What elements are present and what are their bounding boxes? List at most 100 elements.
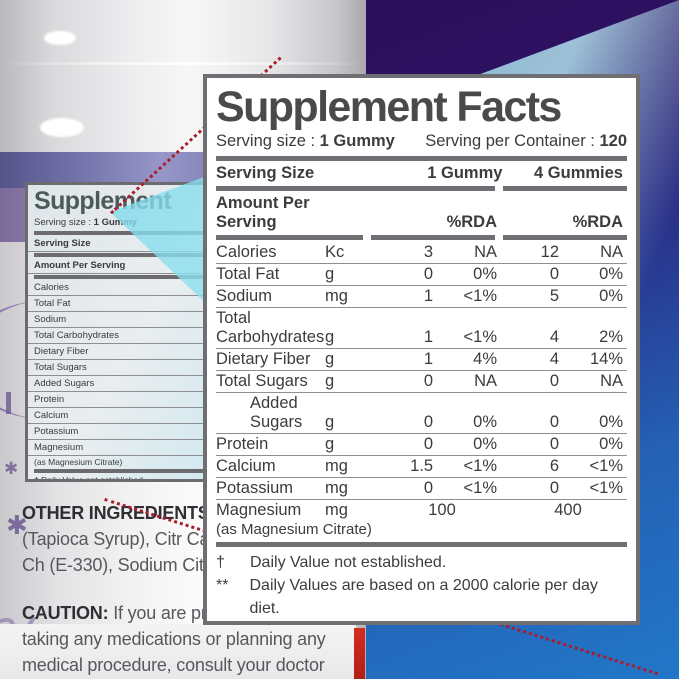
nutrient-value-col1: 100 xyxy=(428,501,456,519)
nutrient-rda-col2: <1% xyxy=(565,455,627,478)
nutrient-value-col1: 1 xyxy=(383,307,439,349)
table-row: Total Carbohydrates g 1 <1% 4 2% xyxy=(216,307,627,349)
nutrient-rda-col1: <1% xyxy=(439,477,501,500)
nutrient-name: Sodium xyxy=(216,285,325,308)
panel-serving-summary: Serving size : 1 Gummy Serving per Conta… xyxy=(216,132,627,154)
amount-per-serving-label: Amount Per Serving xyxy=(216,194,310,231)
footnote-symbol: † xyxy=(216,554,225,571)
brand-star-mark-small: ✱ xyxy=(4,459,19,478)
nutrient-rda-col1: NA xyxy=(439,370,501,393)
nutrient-unit: Kc xyxy=(325,242,383,264)
nutrient-rda-col2: NA xyxy=(565,370,627,393)
nutrient-table: Calories Kc 3 NA 12 NA Total Fat g 0 0% 0 0% Sodium m… xyxy=(216,242,627,521)
nutrient-name: Calories xyxy=(34,282,69,293)
nutrient-name: Sodium xyxy=(34,314,67,325)
bottle-red-accent-strip xyxy=(354,628,365,679)
nutrient-rda-col1: NA xyxy=(439,242,501,264)
nutrient-name: Potassium xyxy=(216,477,325,500)
panel-footnotes: † Daily Value not established. ** Daily Val… xyxy=(216,551,627,620)
nutrient-rda-col1: <1% xyxy=(439,455,501,478)
table-row-serving-size-header: Serving Size 1 Gummy 4 Gummies xyxy=(216,163,627,184)
cap-highlight-lower xyxy=(40,118,84,137)
nutrient-value-col2: 0 xyxy=(509,263,565,286)
nutrient-value-col2: 6 xyxy=(509,455,565,478)
nutrient-unit: g xyxy=(325,433,383,456)
nutrient-value-col1: 1.5 xyxy=(383,455,439,478)
panel-rule-top xyxy=(216,156,627,161)
footnote-text: Daily Values are based on a 2000 calorie… xyxy=(249,577,598,617)
nutrient-rda-col2: NA xyxy=(565,242,627,264)
bottle-body-copy: OTHER INGREDIENTS: Wa Syrup (Tapioca Syr… xyxy=(22,500,362,679)
caution-body: If you are pregnant, nursing, taking any… xyxy=(22,603,333,675)
panel-rule-mid-lower xyxy=(216,235,627,240)
nutrient-unit: g xyxy=(325,307,383,349)
nutrient-value-col2: 0 xyxy=(509,392,565,434)
nutrient-name: Dietary Fiber xyxy=(216,348,325,371)
nutrient-unit: mg xyxy=(325,455,383,478)
nutrient-rda-col1: 4% xyxy=(439,348,501,371)
nutrient-rda-col2: 0% xyxy=(565,285,627,308)
rda-header-1: %RDA xyxy=(446,213,497,231)
nutrient-rda-col1: <1% xyxy=(439,285,501,308)
nutrient-rda-col2: <1% xyxy=(565,477,627,500)
panel-amount-header-table: Amount Per Serving %RDA %RDA xyxy=(216,193,627,233)
panel-serving-per-container: Serving per Container : 120 xyxy=(425,132,627,150)
nutrient-rda-col1: <1% xyxy=(439,307,501,349)
nutrient-rda-col2: 14% xyxy=(565,348,627,371)
nutrient-value-col2: 4 xyxy=(509,307,565,349)
table-row-amount-header: Amount Per Serving %RDA %RDA xyxy=(216,193,627,233)
table-row: Calcium mg 1.5 <1% 6 <1% xyxy=(216,455,627,478)
nutrient-name: Total Fat xyxy=(216,263,325,286)
table-row: Sodium mg 1 <1% 5 0% xyxy=(216,285,627,308)
footnote: † Daily Value not established. xyxy=(216,551,627,574)
bottle-lower-white-panel xyxy=(0,624,356,679)
nutrient-value-col1: 1 xyxy=(383,285,439,308)
nutrient-value-col1: 1 xyxy=(383,348,439,371)
panel-serving-header-table: Serving Size 1 Gummy 4 Gummies xyxy=(216,163,627,184)
nutrient-rda-col1: 0% xyxy=(439,433,501,456)
nutrient-name: Protein xyxy=(34,394,65,405)
bottle-label-serving-size: Serving size : 1 Gummy xyxy=(34,217,137,228)
table-row: Added Sugars g 0 0% 0 0% xyxy=(216,392,627,434)
nutrient-unit: mg xyxy=(325,501,348,519)
panel-rule-mid-upper xyxy=(216,186,627,191)
nutrient-value-col2: 400 xyxy=(554,501,582,519)
nutrient-name: Calories xyxy=(216,242,325,264)
nutrient-value-col1: 0 xyxy=(383,263,439,286)
bottle-label-magnesium-source: (as Magnesium Citrate) xyxy=(34,457,123,467)
supplement-facts-panel: Supplement Facts Serving size : 1 Gummy … xyxy=(203,74,640,625)
panel-title: Supplement Facts xyxy=(216,83,562,131)
nutrient-name: Calcium xyxy=(216,455,325,478)
table-row: Calories Kc 3 NA 12 NA xyxy=(216,242,627,264)
table-row: Total Fat g 0 0% 0 0% xyxy=(216,263,627,286)
nutrient-rda-col2: 0% xyxy=(565,263,627,286)
table-row: Total Sugars g 0 NA 0 NA xyxy=(216,370,627,393)
table-row-magnesium: Magnesium mg 100 400 xyxy=(216,500,627,522)
nutrient-value-col1: 3 xyxy=(383,242,439,264)
nutrient-unit: g xyxy=(325,370,383,393)
table-row: Dietary Fiber g 1 4% 4 14% xyxy=(216,348,627,371)
nutrient-value-col1: 0 xyxy=(383,433,439,456)
nutrient-name: Protein xyxy=(216,433,325,456)
nutrient-value-col2: 0 xyxy=(509,433,565,456)
nutrient-name: Total Fat xyxy=(34,298,71,309)
serving-size-row-label: Serving Size xyxy=(216,164,315,182)
magnesium-source-note: (as Magnesium Citrate) xyxy=(216,521,372,538)
nutrient-value-col2: 4 xyxy=(509,348,565,371)
panel-serving-size: Serving size : 1 Gummy xyxy=(216,132,395,150)
nutrient-name: Calcium xyxy=(34,410,69,421)
nutrient-name: Magnesium xyxy=(34,442,84,453)
nutrient-unit: g xyxy=(325,392,383,434)
other-ingredients-heading: OTHER INGREDIENTS: xyxy=(22,503,216,523)
nutrient-name: Total Carbohydrates xyxy=(216,307,325,349)
brand-star-mark: ✱ xyxy=(6,510,28,540)
nutrient-name: Added Sugars xyxy=(216,392,325,434)
panel-rule-bottom xyxy=(216,542,627,547)
bottle-label-footnote-dagger: † Daily Value not established. xyxy=(34,475,146,482)
nutrient-value-col2: 5 xyxy=(509,285,565,308)
nutrient-value-col2: 0 xyxy=(509,477,565,500)
rda-header-2: %RDA xyxy=(572,213,623,231)
brand-bar-mark xyxy=(6,392,11,414)
nutrient-name: Added Sugars xyxy=(34,378,95,389)
nutrient-name: Total Sugars xyxy=(216,370,325,393)
